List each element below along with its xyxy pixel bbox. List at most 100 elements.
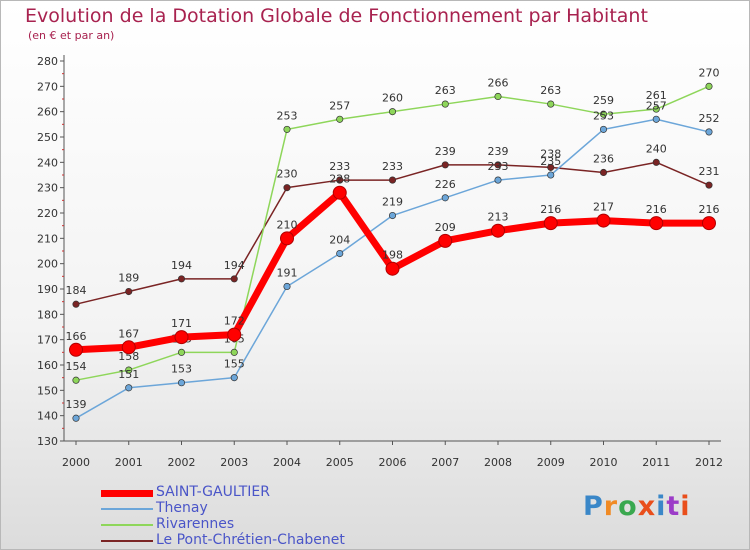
- data-point: [441, 100, 449, 108]
- legend-label: Thenay: [156, 500, 208, 516]
- y-tick-label: 160: [37, 359, 58, 372]
- data-point: [652, 105, 660, 113]
- y-tick-label: 220: [37, 207, 58, 220]
- data-point: [705, 181, 713, 189]
- data-label: 231: [699, 165, 720, 178]
- y-tick-label: 230: [37, 182, 58, 195]
- x-tick-label: 2012: [695, 456, 723, 469]
- data-point: [596, 213, 611, 228]
- data-point: [125, 384, 133, 392]
- y-tick-label: 200: [37, 258, 58, 271]
- y-tick-label: 270: [37, 80, 58, 93]
- data-point: [230, 275, 238, 283]
- x-tick-label: 2002: [168, 456, 196, 469]
- data-label: 216: [699, 203, 720, 216]
- data-label: 260: [382, 92, 403, 105]
- legend-label: Rivarennes: [156, 516, 235, 532]
- data-point: [177, 275, 186, 283]
- data-point: [547, 163, 555, 171]
- data-label: 167: [118, 327, 139, 340]
- data-point: [283, 125, 291, 133]
- x-tick-label: 2004: [273, 456, 301, 469]
- data-point: [441, 194, 449, 202]
- data-label: 235: [540, 155, 561, 168]
- data-point: [174, 330, 189, 345]
- data-point: [599, 110, 608, 118]
- y-tick-label: 170: [37, 334, 58, 347]
- legend-item: Rivarennes: [101, 516, 381, 533]
- logo-letter: r: [603, 491, 619, 522]
- data-point: [652, 158, 660, 166]
- data-point: [599, 125, 608, 133]
- data-point: [177, 379, 186, 387]
- legend-label: SAINT-GAULTIER: [156, 484, 270, 500]
- data-label: 210: [277, 218, 298, 231]
- data-label: 252: [699, 112, 720, 125]
- legend-swatch: [101, 490, 153, 497]
- data-point: [332, 185, 347, 200]
- data-label: 233: [488, 160, 509, 173]
- data-point: [336, 249, 344, 258]
- x-tick-label: 2001: [115, 456, 143, 469]
- legend-label: Le Pont-Chrétien-Chabenet: [156, 532, 345, 548]
- data-point: [547, 171, 555, 179]
- data-point: [230, 374, 238, 382]
- data-label: 259: [593, 94, 614, 107]
- data-point: [230, 348, 238, 356]
- x-tick-label: 2000: [62, 456, 90, 469]
- y-tick-label: 150: [37, 384, 58, 397]
- data-label: 216: [646, 203, 667, 216]
- data-label: 238: [540, 147, 561, 160]
- data-label: 233: [329, 160, 350, 173]
- data-point: [72, 414, 80, 422]
- data-label: 198: [382, 249, 403, 262]
- data-point: [336, 115, 344, 123]
- chart-subtitle: (en € et par an): [28, 29, 115, 42]
- data-point: [336, 176, 344, 184]
- logo-letter: P: [583, 491, 604, 522]
- data-point: [283, 282, 291, 291]
- x-tick-label: 2010: [590, 456, 618, 469]
- legend-swatch: [101, 540, 153, 542]
- data-label: 171: [171, 317, 192, 330]
- y-tick-label: 280: [37, 55, 58, 68]
- y-tick-label: 210: [37, 232, 58, 245]
- data-label: 266: [488, 76, 509, 89]
- data-label: 191: [277, 266, 298, 279]
- y-tick-label: 140: [37, 410, 58, 423]
- data-label: 166: [66, 330, 87, 343]
- x-tick-label: 2007: [431, 456, 459, 469]
- data-label: 158: [118, 350, 139, 363]
- data-label: 194: [224, 259, 245, 272]
- data-label: 209: [435, 221, 456, 234]
- data-point: [125, 366, 133, 374]
- data-label: 263: [435, 84, 456, 97]
- data-label: 172: [224, 315, 245, 328]
- data-label: 228: [329, 173, 350, 186]
- data-label: 261: [646, 89, 667, 102]
- data-point: [599, 168, 608, 177]
- x-tick-label: 2005: [326, 456, 354, 469]
- y-tick-label: 260: [37, 106, 58, 119]
- data-label: 184: [66, 284, 87, 297]
- data-label: 253: [277, 109, 298, 122]
- data-point: [547, 100, 555, 108]
- x-tick-label: 2009: [537, 456, 565, 469]
- data-point: [494, 176, 502, 184]
- x-tick-label: 2006: [379, 456, 407, 469]
- legend-item: Thenay: [101, 500, 381, 517]
- data-label: 236: [593, 152, 614, 165]
- data-point: [438, 233, 453, 248]
- data-label: 189: [118, 272, 139, 285]
- data-label: 217: [593, 201, 614, 214]
- data-point: [121, 340, 136, 355]
- data-label: 240: [646, 142, 667, 155]
- data-label: 194: [171, 259, 192, 272]
- x-tick-label: 2008: [484, 456, 512, 469]
- data-point: [652, 115, 660, 123]
- data-point: [543, 216, 558, 231]
- data-point: [125, 287, 133, 296]
- data-label: 155: [224, 358, 245, 371]
- x-tick-label: 2003: [220, 456, 248, 469]
- logo-letter: t: [666, 491, 681, 522]
